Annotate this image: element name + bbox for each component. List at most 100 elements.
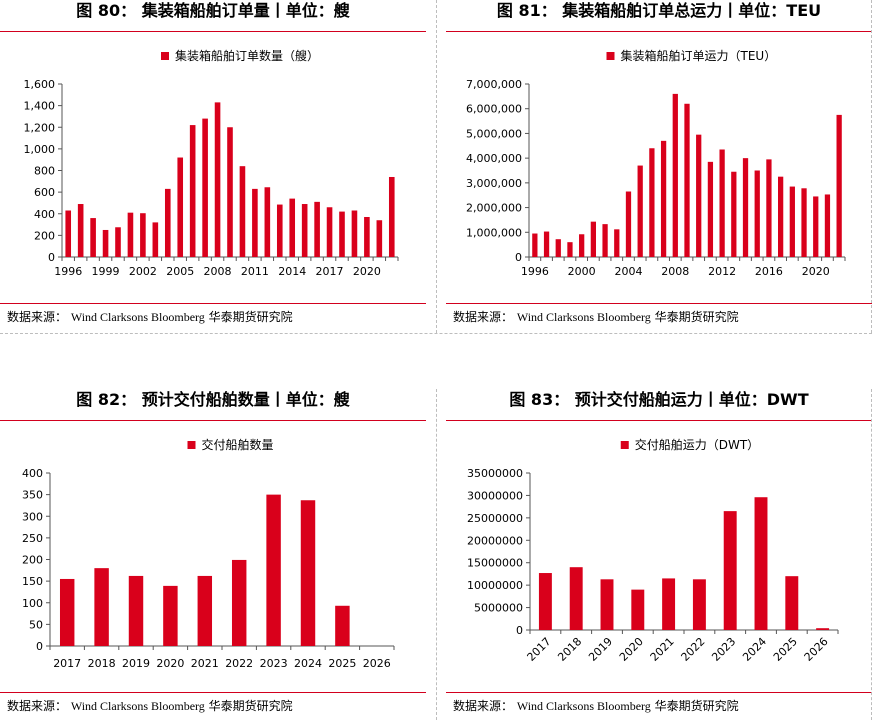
chart-panel-80: 图 80： 集装箱船舶订单量丨单位：艘 集装箱船舶订单数量（艘） 0 200 400 6… xyxy=(0,0,426,335)
chart-title: 图 81： 集装箱船舶订单总运力丨单位：TEU xyxy=(496,1,822,20)
x-tick-label: 2022 xyxy=(225,657,253,670)
y-tick-label: 0 xyxy=(515,251,522,264)
chart-title: 图 83： 预计交付船舶运力丨单位：DWT xyxy=(509,390,809,409)
bar xyxy=(339,211,345,257)
bar xyxy=(719,149,725,257)
y-tick-label: 0 xyxy=(36,640,43,653)
bar xyxy=(388,176,395,257)
bar xyxy=(364,216,370,257)
source-rule xyxy=(446,303,872,304)
title-rule xyxy=(0,420,426,421)
bar xyxy=(662,578,676,630)
bar xyxy=(335,605,350,646)
x-tick-label: 2011 xyxy=(241,265,269,278)
bar xyxy=(239,166,246,257)
x-tick-label: 2018 xyxy=(88,657,116,670)
bar xyxy=(567,242,573,257)
bar xyxy=(140,213,146,257)
x-tick-label: 2026 xyxy=(802,635,831,664)
y-tick-label: 2,000,000 xyxy=(466,202,522,215)
y-tick-label: 200 xyxy=(22,554,43,567)
y-tick-label: 35000000 xyxy=(467,467,523,480)
bar xyxy=(214,102,221,257)
bar xyxy=(614,229,620,257)
legend-swatch xyxy=(187,441,196,449)
bar xyxy=(252,188,258,257)
bar xyxy=(723,511,737,630)
bar xyxy=(801,188,807,257)
legend-label: 集装箱船舶订单运力（TEU） xyxy=(621,48,777,63)
source-rule xyxy=(0,303,426,304)
bar xyxy=(227,127,233,257)
y-tick-label: 1,000 xyxy=(24,143,56,156)
x-tick-label: 2008 xyxy=(661,265,689,278)
y-tick-label: 25000000 xyxy=(467,512,523,525)
x-tick-label: 2019 xyxy=(122,657,150,670)
bar xyxy=(266,494,281,646)
x-tick-label: 2018 xyxy=(555,635,584,664)
bar xyxy=(326,207,333,257)
panel-divider xyxy=(0,333,872,334)
source-note: 数据来源： Wind Clarksons Bloomberg 华泰期货研究院 xyxy=(7,308,293,326)
source-rule xyxy=(0,692,426,693)
y-tick-label: 600 xyxy=(34,186,55,199)
bar xyxy=(231,559,247,646)
bar xyxy=(164,188,171,257)
bar xyxy=(579,234,585,257)
bar xyxy=(264,187,271,257)
bar xyxy=(202,118,208,257)
source-suffix: 华泰期货研究院 xyxy=(208,699,293,713)
chart-title: 图 80： 集装箱船舶订单量丨单位：艘 xyxy=(76,1,350,20)
bar xyxy=(707,161,714,257)
bar xyxy=(197,575,213,646)
y-tick-label: 1,400 xyxy=(24,100,56,113)
bar xyxy=(754,497,768,630)
bar xyxy=(590,221,597,257)
source-names: Wind Clarksons Bloomberg xyxy=(516,699,651,713)
source-prefix: 数据来源： xyxy=(7,699,68,713)
x-tick-label: 2000 xyxy=(568,265,596,278)
chart-title: 图 82： 预计交付船舶数量丨单位：艘 xyxy=(76,390,350,409)
bar xyxy=(824,194,831,257)
y-tick-label: 150 xyxy=(22,575,43,588)
x-tick-label: 2014 xyxy=(278,265,306,278)
x-tick-label: 1996 xyxy=(54,265,82,278)
x-tick-label: 2017 xyxy=(53,657,81,670)
x-tick-label: 2023 xyxy=(709,635,738,664)
x-tick-label: 2020 xyxy=(617,635,646,664)
x-tick-label: 1999 xyxy=(92,265,120,278)
bar xyxy=(77,204,84,257)
bar xyxy=(94,568,109,646)
x-tick-label: 2025 xyxy=(771,635,800,664)
bar xyxy=(742,158,749,257)
x-tick-label: 2020 xyxy=(353,265,381,278)
y-tick-label: 0 xyxy=(48,251,55,264)
y-tick-label: 350 xyxy=(22,489,43,502)
bar xyxy=(672,93,678,257)
chart-81-plot: 集装箱船舶订单运力（TEU） 0 1,000,000 2,000,000 3,000,0… xyxy=(466,48,846,278)
x-tick-label: 2012 xyxy=(708,265,736,278)
bar xyxy=(600,579,614,630)
x-tick-label: 2005 xyxy=(166,265,194,278)
y-tick-label: 50 xyxy=(29,618,43,631)
bar xyxy=(766,159,772,257)
legend-swatch xyxy=(606,52,615,60)
source-names: Wind Clarksons Bloomberg xyxy=(70,310,205,324)
x-tick-label: 2004 xyxy=(614,265,642,278)
y-tick-label: 20000000 xyxy=(467,534,523,547)
source-names: Wind Clarksons Bloomberg xyxy=(516,310,651,324)
bar xyxy=(300,500,316,646)
x-tick-label: 2002 xyxy=(129,265,157,278)
bar xyxy=(351,210,358,257)
bar xyxy=(538,573,552,630)
bar xyxy=(152,222,159,257)
x-tick-label: 2026 xyxy=(363,657,391,670)
y-tick-label: 15000000 xyxy=(467,557,523,570)
title-rule xyxy=(0,31,426,32)
bar xyxy=(102,229,109,257)
y-tick-label: 800 xyxy=(34,165,55,178)
bar xyxy=(696,134,702,257)
legend-swatch xyxy=(161,52,169,60)
bar xyxy=(163,585,178,646)
source-prefix: 数据来源： xyxy=(7,310,68,324)
